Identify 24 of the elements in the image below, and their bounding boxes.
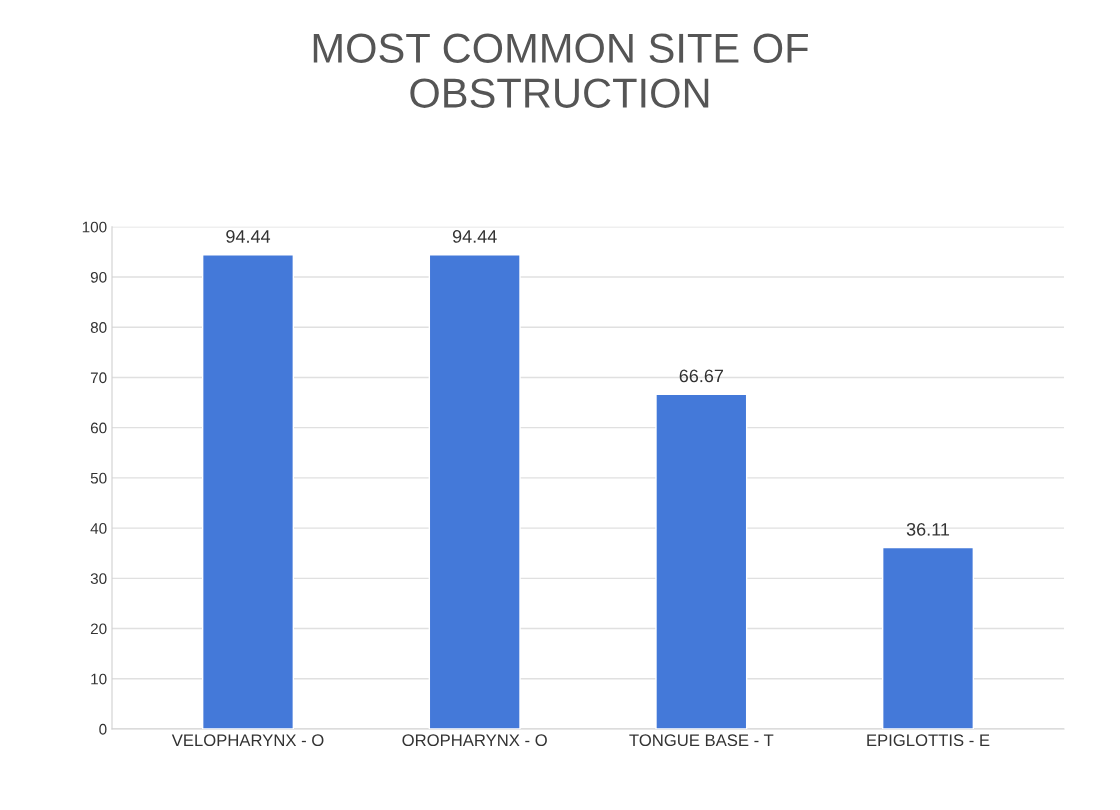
y-tick-label: 50 <box>90 472 107 484</box>
bar <box>655 393 748 729</box>
y-tick-label: 90 <box>90 271 107 283</box>
data-label: 94.44 <box>226 230 271 243</box>
data-label: 94.44 <box>452 230 497 243</box>
bar <box>201 254 295 729</box>
y-tick-label: 100 <box>82 221 107 233</box>
y-tick-label: 60 <box>90 422 107 434</box>
data-label: 66.67 <box>679 369 724 383</box>
bar <box>881 546 975 729</box>
bar <box>428 254 521 729</box>
y-tick-label: 70 <box>90 372 107 384</box>
y-tick-label: 20 <box>90 623 107 635</box>
y-tick-label: 30 <box>90 573 107 585</box>
x-tick-label: TONGUE BASE - T <box>629 734 774 747</box>
data-label: 36.11 <box>906 522 950 536</box>
y-tick-label: 80 <box>90 322 107 333</box>
y-tick-label: 10 <box>91 673 107 685</box>
chart-title: MOST COMMON SITE OF OBSTRUCTION <box>313 33 808 108</box>
y-tick-label: 0 <box>99 723 107 735</box>
y-tick-label: 40 <box>90 522 107 534</box>
x-tick-label: EPIGLOTTIS - E <box>867 734 990 747</box>
x-tick-label: VELOPHARYNX - O <box>171 734 324 747</box>
x-tick-label: OROPHARYNX - O <box>402 734 547 747</box>
